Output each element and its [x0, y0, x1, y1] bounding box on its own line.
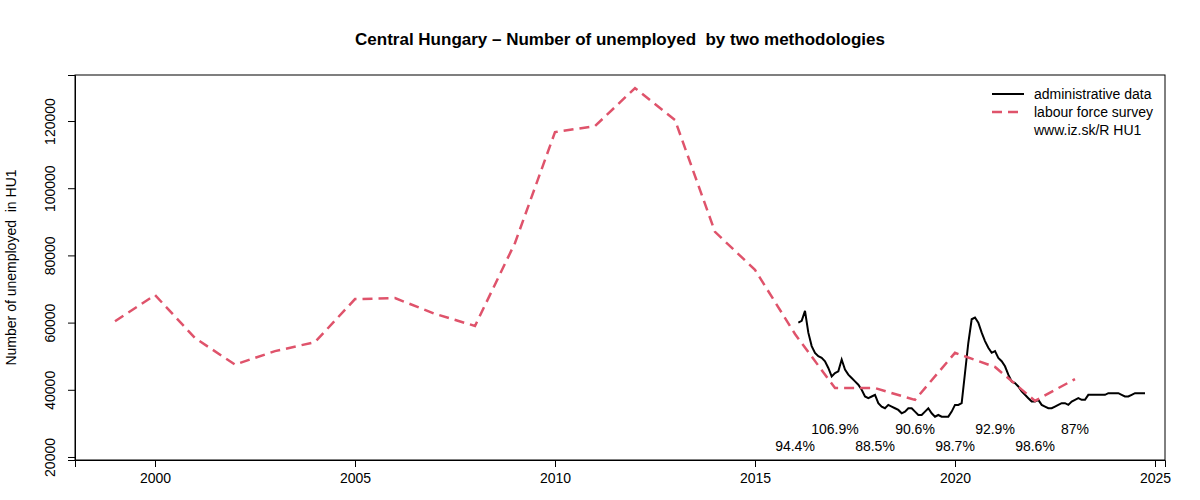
- y-tick-mark: [68, 255, 75, 256]
- x-tick: 2015: [740, 460, 771, 486]
- annotation: 90.6%: [895, 421, 935, 437]
- legend-label: labour force survey: [1034, 104, 1153, 120]
- x-tick: 2000: [140, 460, 171, 486]
- x-tick-label: 2010: [540, 470, 571, 486]
- x-tick-label: 2005: [340, 470, 371, 486]
- y-tick: 120000: [42, 98, 75, 145]
- x-tick: 2005: [340, 460, 371, 486]
- x-tick-label: 2025: [1140, 470, 1171, 486]
- y-tick-label: 80000: [42, 236, 58, 275]
- y-axis-title: Number of unemployed in HU1: [3, 169, 19, 365]
- legend: administrative data labour force survey ww…: [992, 86, 1153, 138]
- x-tick: 2020: [940, 460, 971, 486]
- y-tick-label: 60000: [42, 303, 58, 342]
- y-tick: 80000: [42, 236, 75, 275]
- x-tick-label: 2020: [940, 470, 971, 486]
- x-tick-label: 2000: [140, 470, 171, 486]
- y-tick-mark: [68, 188, 75, 189]
- source: www.iz.sk/R HU1: [1033, 122, 1142, 138]
- x-axis-line: [76, 461, 1166, 468]
- series-line: [798, 311, 1145, 417]
- y-tick: 20000: [42, 438, 75, 477]
- y-tick-label: 20000: [42, 438, 58, 477]
- y-axis-line: [68, 76, 76, 461]
- plot-area: [115, 88, 1145, 417]
- legend-swatch: [992, 111, 1024, 114]
- annotation: 98.6%: [1015, 438, 1055, 454]
- y-tick-mark: [68, 121, 75, 122]
- y-tick-label: 120000: [42, 98, 58, 145]
- y-tick-mark: [68, 457, 75, 458]
- x-tick-mark: [355, 460, 356, 467]
- y-tick: 40000: [42, 371, 75, 410]
- annotation: 87%: [1061, 421, 1089, 437]
- legend-label: administrative data: [1034, 86, 1152, 102]
- x-tick-mark: [955, 460, 956, 467]
- y-tick: 100000: [42, 165, 75, 212]
- annotation: 94.4%: [775, 438, 815, 454]
- x-tick-mark: [1155, 460, 1156, 467]
- x-axis: 2000 2005 2010 2015 2020 2025: [76, 460, 1172, 486]
- annotation: 92.9%: [975, 421, 1015, 437]
- annotation: 88.5%: [855, 438, 895, 454]
- x-tick-mark: [555, 460, 556, 467]
- plot-frame: [75, 75, 1165, 460]
- x-tick: 2010: [540, 460, 571, 486]
- y-axis: 20000 40000 60000 80000 100000 120000: [42, 76, 76, 477]
- annotation: 98.7%: [935, 438, 975, 454]
- y-tick-label: 40000: [42, 371, 58, 410]
- x-tick: 2025: [1140, 460, 1171, 486]
- x-tick-label: 2015: [740, 470, 771, 486]
- legend-swatch: [992, 93, 1024, 95]
- y-tick-mark: [68, 323, 75, 324]
- y-tick-label: 100000: [42, 165, 58, 212]
- series-line: [115, 88, 1075, 401]
- x-tick-mark: [155, 460, 156, 467]
- y-tick: 60000: [42, 303, 75, 342]
- annotation: 106.9%: [811, 421, 858, 437]
- chart: Central Hungary – Number of unemployed b…: [0, 0, 1200, 500]
- y-tick-mark: [68, 390, 75, 391]
- title: Central Hungary – Number of unemployed b…: [355, 30, 885, 49]
- x-tick-mark: [755, 460, 756, 467]
